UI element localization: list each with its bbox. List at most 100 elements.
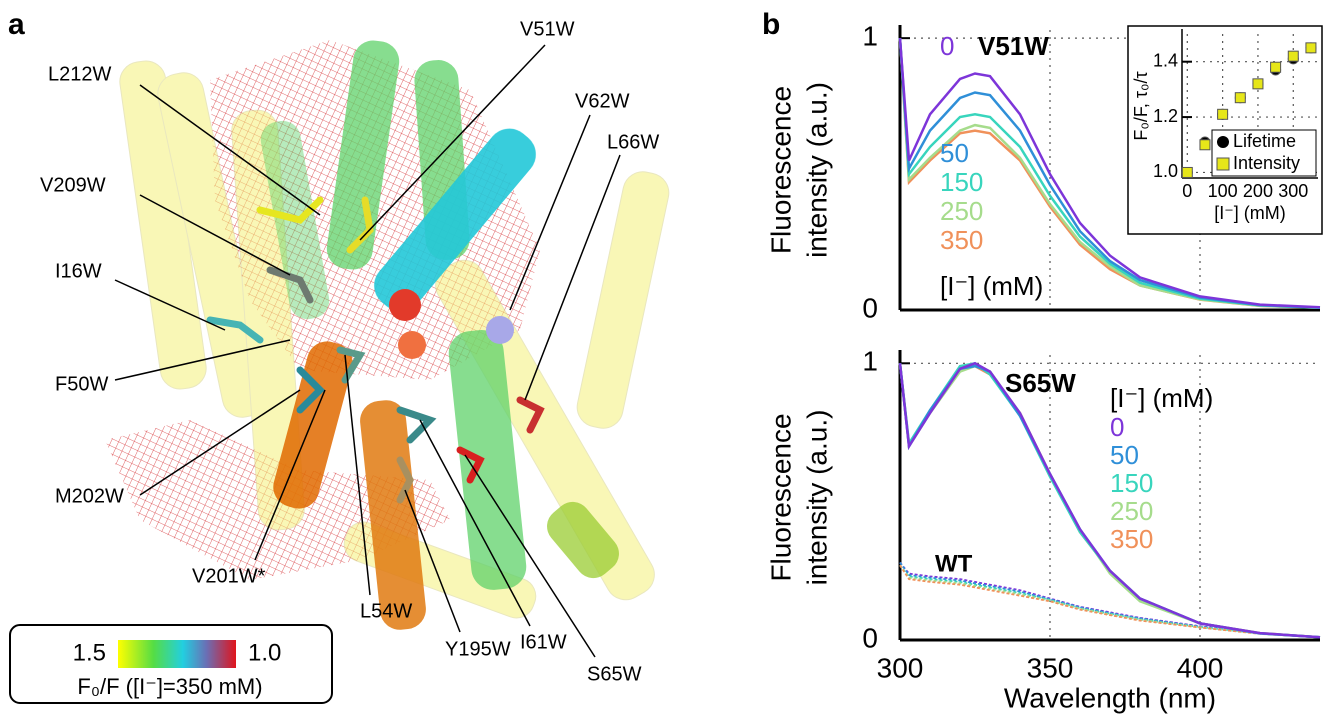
y-axis-label: Fluorescence <box>765 86 796 254</box>
legend-marker <box>1217 136 1229 148</box>
helix <box>448 329 527 590</box>
legend-label: 50 <box>940 138 969 168</box>
x-tick-label: 300 <box>1278 181 1308 201</box>
residue <box>206 316 264 344</box>
residue-label: S65W <box>587 663 642 685</box>
leader-line <box>114 279 226 331</box>
residue <box>336 346 366 384</box>
residue-label: M202W <box>55 485 124 507</box>
point <box>1234 92 1246 104</box>
residue <box>456 446 485 484</box>
legend-box <box>1211 129 1317 177</box>
leader-line <box>114 339 291 381</box>
leader-line <box>344 354 371 596</box>
atom <box>398 331 426 359</box>
y-tick-label: 1.0 <box>1153 161 1178 181</box>
helix <box>157 72 269 418</box>
residue <box>266 266 314 304</box>
y-tick-label: 0 <box>862 292 878 323</box>
atom <box>486 316 514 344</box>
legend-title: [I⁻] (mM) <box>940 271 1043 301</box>
y-axis-label: F₀/F, τ₀/τ <box>1131 71 1151 140</box>
x-tick-label: 200 <box>1243 181 1273 201</box>
residue-label: L54W <box>360 600 412 622</box>
leader-line <box>419 419 531 627</box>
point <box>1217 108 1229 120</box>
leader-line <box>359 44 546 241</box>
legend-label: 250 <box>1110 496 1153 526</box>
y-tick-label: 0 <box>862 622 878 653</box>
leader-line <box>139 389 301 496</box>
x-tick-label: 350 <box>1027 652 1074 683</box>
leader-line <box>404 489 461 633</box>
x-tick-label: 100 <box>1208 181 1238 201</box>
y-tick-label: 1.2 <box>1153 106 1178 126</box>
wt-line <box>899 564 1321 639</box>
wt-line <box>899 564 1321 639</box>
y-tick-label: 1.4 <box>1153 50 1178 70</box>
legend-label: 0 <box>940 31 954 61</box>
residue-label: L212W <box>48 63 111 85</box>
x-axis-label: [I⁻] (mM) <box>1214 203 1285 223</box>
helix <box>576 171 670 429</box>
series-line <box>898 38 1321 309</box>
legend-label: 150 <box>1110 468 1153 498</box>
residue <box>516 396 545 434</box>
x-tick-label: 0 <box>1182 181 1192 201</box>
residue <box>256 196 324 224</box>
y-axis-label: intensity (a.u.) <box>801 82 832 258</box>
leader-line <box>254 389 326 561</box>
annotation: S65W <box>1005 368 1076 398</box>
protein-structure <box>105 40 670 630</box>
legend-title: [I⁻] (mM) <box>1110 383 1213 413</box>
legend-label: 350 <box>1110 524 1153 554</box>
x-tick-label: 400 <box>1177 652 1224 683</box>
residue-label: I16W <box>55 260 102 282</box>
colorbar-caption: F₀/F ([I⁻]=350 mM) <box>77 674 262 699</box>
residue-label: L66W <box>607 131 659 153</box>
helix <box>231 109 305 531</box>
panel-letter: a <box>8 8 25 41</box>
residue-label: F50W <box>55 373 108 395</box>
residue-label: Y195W <box>445 638 511 660</box>
panel-letter: b <box>762 8 780 41</box>
helix <box>374 128 536 312</box>
leader-line <box>509 114 591 311</box>
point <box>1305 42 1317 54</box>
legend-marker <box>1216 157 1230 171</box>
helix <box>360 400 426 630</box>
residue-label: I61W <box>520 631 567 653</box>
point <box>1199 139 1211 151</box>
residue-label: V201W* <box>192 565 266 587</box>
residue-label: V209W <box>40 174 106 196</box>
series-line <box>898 361 1321 639</box>
leader-line <box>139 194 291 276</box>
y-tick-label: 1 <box>862 346 878 377</box>
legend-label: 0 <box>1110 412 1124 442</box>
colorbar-tick-label: 1.0 <box>248 639 281 666</box>
residue-label: V62W <box>575 90 630 112</box>
colorbar <box>118 640 236 668</box>
point <box>1252 78 1264 90</box>
y-axis-label: Fluorescence <box>765 413 796 581</box>
series-line <box>898 38 1321 310</box>
legend-label: Lifetime <box>1233 131 1296 151</box>
y-tick-label: 1 <box>862 21 878 52</box>
leader-line <box>139 84 321 216</box>
legend-label: 150 <box>940 167 983 197</box>
legend-label: 250 <box>940 196 983 226</box>
annotation: V51W <box>978 31 1049 61</box>
x-tick-label: 300 <box>877 652 924 683</box>
x-axis-label: Wavelength (nm) <box>1004 682 1216 713</box>
legend-label: 350 <box>940 225 983 255</box>
residue <box>396 406 437 444</box>
legend-label: 50 <box>1110 440 1139 470</box>
colorbar-tick-label: 1.5 <box>73 639 106 666</box>
leader-line <box>524 154 621 401</box>
point <box>1181 166 1193 178</box>
helix <box>326 40 400 270</box>
residue <box>396 456 414 504</box>
point <box>1270 61 1282 73</box>
